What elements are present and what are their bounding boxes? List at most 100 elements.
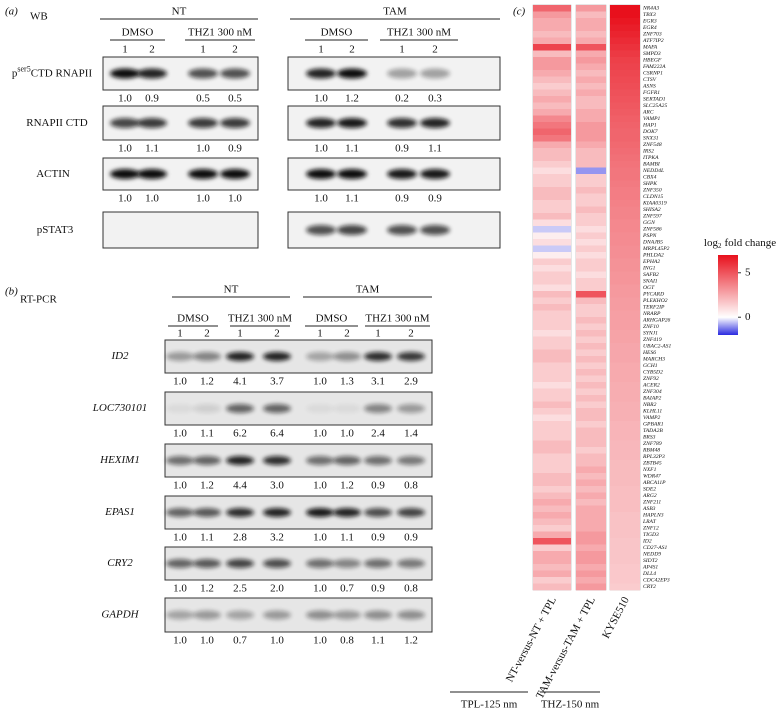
heatmap-cell: [576, 96, 606, 103]
treatment-label: THZ1 300 nM: [228, 313, 292, 325]
heatmap-cell: [533, 297, 571, 305]
band: [220, 118, 250, 128]
band: [306, 68, 336, 79]
heatmap-cell: [610, 115, 640, 123]
heatmap-cell: [533, 460, 571, 467]
gene-label: SHPK: [643, 181, 657, 187]
heatmap-cell: [533, 5, 571, 12]
heatmap-cell: [610, 102, 640, 110]
band: [166, 508, 194, 517]
band: [226, 456, 254, 465]
quant-value: 0.3: [428, 93, 442, 105]
heatmap-cell: [533, 317, 571, 324]
heatmap-cell: [576, 50, 606, 58]
quant-value: 1.3: [340, 376, 354, 388]
band: [137, 68, 167, 79]
heatmap-cell: [533, 161, 571, 168]
gene-label: BRS3: [643, 435, 656, 441]
heatmap-cell: [610, 96, 640, 103]
heatmap-cell: [533, 154, 571, 162]
gene-label: SNAI1: [643, 279, 658, 285]
heatmap-cell: [576, 479, 606, 487]
band: [263, 508, 291, 517]
heatmap-cell: [533, 258, 571, 266]
colorbar-tick-label: 0: [745, 311, 751, 323]
heatmap-cell: [533, 245, 571, 253]
band: [337, 68, 367, 79]
lane-label: 1: [317, 328, 323, 340]
gene-label: VAMP2: [643, 415, 660, 421]
band: [420, 169, 450, 179]
gene-label: TIGD3: [643, 532, 659, 538]
heatmap-cell: [576, 421, 606, 428]
heatmap-cell: [576, 473, 606, 480]
band: [226, 610, 254, 620]
heatmap-cell: [576, 518, 606, 526]
band: [337, 225, 367, 235]
group-label: NT: [172, 6, 187, 18]
heatmap-cell: [533, 512, 571, 519]
quant-value: 2.8: [233, 532, 247, 544]
lane-label: 1: [375, 328, 381, 340]
band: [333, 352, 361, 361]
gene-label: ZNF211: [643, 500, 661, 506]
heatmap-cell: [576, 408, 606, 415]
heatmap-cell: [533, 83, 571, 90]
heatmap-cell: [576, 388, 606, 396]
heatmap-cell: [610, 89, 640, 97]
heatmap-cell: [610, 109, 640, 116]
gene-label: ZNF350: [643, 188, 662, 194]
heatmap-cell: [610, 63, 640, 71]
heatmap-cell: [610, 518, 640, 526]
heatmap-cell: [610, 278, 640, 285]
heatmap-cell: [576, 219, 606, 227]
heatmap-cell: [576, 440, 606, 448]
gene-label: SDE2: [643, 487, 656, 493]
band: [397, 559, 425, 568]
row-label-part: RNAPII CTD: [26, 117, 87, 129]
quant-value: 0.7: [233, 635, 247, 647]
quant-value: 1.0: [173, 583, 187, 595]
heatmap-cell: [610, 388, 640, 396]
heatmap-cell: [533, 401, 571, 409]
heatmap-cell: [576, 447, 606, 454]
quant-value: 1.0: [313, 376, 327, 388]
heatmap-cell: [576, 76, 606, 84]
gene-label: KLHL11: [642, 409, 662, 415]
band: [137, 118, 167, 128]
heatmap-cell: [576, 31, 606, 38]
quant-value: 1.0: [313, 635, 327, 647]
heatmap-cell: [533, 18, 571, 25]
heatmap-cell: [576, 252, 606, 259]
quant-value: 0.8: [404, 583, 418, 595]
gene-label: FAM222A: [642, 64, 666, 70]
heatmap-cell: [576, 37, 606, 45]
gene-label: BAMBI: [643, 162, 661, 168]
treatment-label: THZ1 300 nM: [365, 313, 429, 325]
gene-label: ASB3: [642, 506, 656, 512]
heatmap-cell: [610, 408, 640, 415]
heatmap-cell: [533, 499, 571, 506]
method-label: WB: [30, 11, 48, 23]
gene-label: PLEKHO2: [642, 298, 668, 304]
band: [166, 559, 194, 568]
band: [337, 118, 367, 128]
row-label-sup: ser5: [17, 64, 30, 73]
heatmap-cell: [533, 109, 571, 116]
gene-label: SERTAD1: [643, 97, 666, 103]
heatmap-cell: [533, 135, 571, 142]
gene-label: ARHGAP26: [642, 318, 671, 324]
heatmap-cell: [533, 232, 571, 240]
heatmap-cell: [610, 362, 640, 370]
gene-label: LOC730101: [92, 402, 147, 414]
row-label: RNAPII CTD: [26, 117, 87, 129]
heatmap-cell: [533, 284, 571, 292]
heatmap-cell: [533, 434, 571, 441]
band: [364, 610, 392, 620]
heatmap-cell: [576, 544, 606, 552]
heatmap-cell: [576, 297, 606, 305]
band: [364, 508, 392, 517]
gene-label: WDR47: [643, 474, 661, 480]
band: [226, 508, 254, 517]
